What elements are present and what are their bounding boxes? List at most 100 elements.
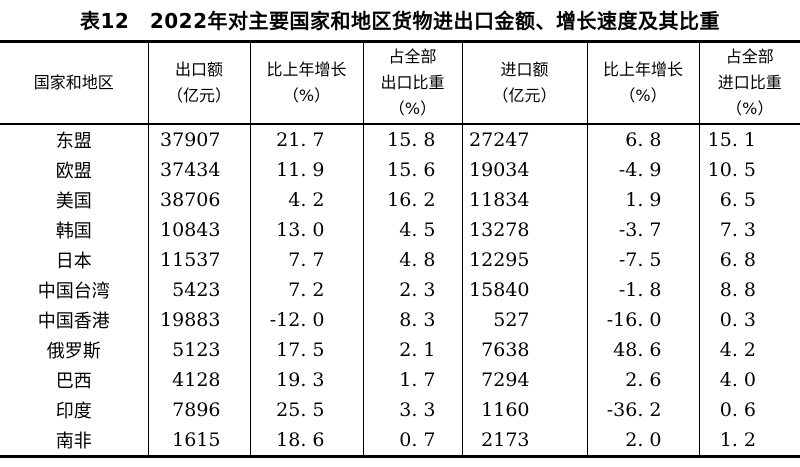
cell-import-growth: -16. 0 — [586, 305, 699, 335]
cell-import-growth: -1. 8 — [586, 275, 699, 305]
cell-region: 美国 — [55, 191, 92, 212]
cell-import-value: 19034 — [461, 155, 587, 185]
cell-region: 韩国 — [55, 221, 92, 242]
cell-import-growth: -4. 9 — [586, 155, 699, 185]
cell-export-value: 37907 — [147, 124, 250, 155]
cell-import-growth: -3. 7 — [586, 215, 699, 245]
table-row: 中国香港 19883 -12. 0 8. 3 527 -16. 0 0. 3 — [0, 305, 800, 335]
cell-export-value: 11537 — [147, 245, 250, 275]
table-row: 日本 11537 7. 7 4. 8 12295 -7. 5 6. 8 — [0, 245, 800, 275]
cell-export-value: 7896 — [147, 395, 250, 425]
table-row: 俄罗斯 5123 17. 5 2. 1 7638 48. 6 4. 2 — [0, 335, 800, 365]
cell-region: 中国香港 — [37, 311, 110, 332]
cell-export-value: 19883 — [147, 305, 250, 335]
cell-export-share: 15. 6 — [362, 155, 462, 185]
cell-export-share: 4. 5 — [362, 215, 462, 245]
cell-export-share: 2. 3 — [362, 275, 462, 305]
cell-import-share: 4. 0 — [698, 365, 800, 395]
cell-export-value: 4128 — [147, 365, 250, 395]
cell-region: 俄罗斯 — [46, 341, 101, 362]
cell-import-share: 15. 1 — [698, 124, 800, 155]
header-export-growth: 比上年增长 （%） — [249, 41, 363, 125]
cell-export-value: 38706 — [147, 185, 250, 215]
cell-export-growth: 13. 0 — [249, 215, 363, 245]
table-row: 欧盟 37434 11. 9 15. 6 19034 -4. 9 10. 5 — [0, 155, 800, 185]
table-row: 美国 38706 4. 2 16. 2 11834 1. 9 6. 5 — [0, 185, 800, 215]
cell-export-value: 5423 — [147, 275, 250, 305]
cell-region: 巴西 — [55, 371, 92, 392]
cell-import-growth: 48. 6 — [586, 335, 699, 365]
cell-export-share: 1. 7 — [362, 365, 462, 395]
cell-import-growth: 2. 6 — [586, 365, 699, 395]
cell-region: 中国台湾 — [37, 281, 110, 302]
cell-export-share: 4. 8 — [362, 245, 462, 275]
cell-import-growth: 2. 0 — [586, 425, 699, 457]
header-import-share: 占全部 进口比重 （%） — [698, 41, 800, 125]
table-row: 印度 7896 25. 5 3. 3 1160 -36. 2 0. 6 — [0, 395, 800, 425]
header-import-growth: 比上年增长 （%） — [586, 41, 699, 125]
table-row: 南非 1615 18. 6 0. 7 2173 2. 0 1. 2 — [0, 425, 800, 457]
table-title: 表12 2022年对主要国家和地区货物进出口金额、增长速度及其比重 — [80, 9, 720, 33]
cell-export-value: 37434 — [147, 155, 250, 185]
cell-import-growth: 1. 9 — [586, 185, 699, 215]
cell-region: 印度 — [55, 401, 92, 422]
cell-import-value: 27247 — [461, 124, 587, 155]
cell-export-growth: 11. 9 — [249, 155, 363, 185]
cell-export-growth: 19. 3 — [249, 365, 363, 395]
cell-export-value: 1615 — [147, 425, 250, 457]
cell-region: 东盟 — [55, 131, 92, 152]
cell-export-share: 3. 3 — [362, 395, 462, 425]
cell-export-value: 5123 — [147, 335, 250, 365]
cell-region: 南非 — [55, 431, 92, 452]
cell-import-value: 12295 — [461, 245, 587, 275]
cell-export-share: 0. 7 — [362, 425, 462, 457]
cell-export-share: 8. 3 — [362, 305, 462, 335]
cell-export-growth: 7. 7 — [249, 245, 363, 275]
header-row: 国家和地区 出口额 （亿元） 比上年增长 （%） 占全部 出口比重 （%） 进口… — [0, 41, 800, 125]
table-header: 国家和地区 出口额 （亿元） 比上年增长 （%） 占全部 出口比重 （%） 进口… — [0, 41, 800, 125]
cell-region: 欧盟 — [55, 161, 92, 182]
cell-import-value: 527 — [461, 305, 587, 335]
cell-export-share: 2. 1 — [362, 335, 462, 365]
cell-import-growth: 6. 8 — [586, 124, 699, 155]
cell-import-growth: -7. 5 — [586, 245, 699, 275]
cell-import-share: 1. 2 — [698, 425, 800, 457]
cell-export-growth: 25. 5 — [249, 395, 363, 425]
cell-export-growth: 17. 5 — [249, 335, 363, 365]
cell-import-share: 0. 3 — [698, 305, 800, 335]
cell-import-value: 2173 — [461, 425, 587, 457]
cell-import-share: 6. 8 — [698, 245, 800, 275]
header-region: 国家和地区 — [0, 41, 148, 125]
cell-import-value: 13278 — [461, 215, 587, 245]
cell-import-share: 7. 3 — [698, 215, 800, 245]
cell-export-share: 15. 8 — [362, 124, 462, 155]
cell-export-growth: 18. 6 — [249, 425, 363, 457]
header-export-share: 占全部 出口比重 （%） — [362, 41, 462, 125]
cell-import-value: 7294 — [461, 365, 587, 395]
cell-import-share: 10. 5 — [698, 155, 800, 185]
table-row: 东盟 37907 21. 7 15. 8 27247 6. 8 15. 1 — [0, 124, 800, 155]
table-row: 巴西 4128 19. 3 1. 7 7294 2. 6 4. 0 — [0, 365, 800, 395]
table-row: 中国台湾 5423 7. 2 2. 3 15840 -1. 8 8. 8 — [0, 275, 800, 305]
trade-table: 国家和地区 出口额 （亿元） 比上年增长 （%） 占全部 出口比重 （%） 进口… — [0, 40, 800, 458]
cell-export-growth: 7. 2 — [249, 275, 363, 305]
header-import-value: 进口额 （亿元） — [461, 41, 587, 125]
cell-export-value: 10843 — [147, 215, 250, 245]
cell-import-share: 8. 8 — [698, 275, 800, 305]
cell-import-value: 15840 — [461, 275, 587, 305]
cell-export-growth: -12. 0 — [249, 305, 363, 335]
cell-region: 日本 — [55, 251, 92, 272]
cell-import-value: 11834 — [461, 185, 587, 215]
table-body: 东盟 37907 21. 7 15. 8 27247 6. 8 15. 1 欧盟… — [0, 124, 800, 457]
table-row: 韩国 10843 13. 0 4. 5 13278 -3. 7 7. 3 — [0, 215, 800, 245]
cell-export-growth: 4. 2 — [249, 185, 363, 215]
cell-export-growth: 21. 7 — [249, 124, 363, 155]
cell-import-growth: -36. 2 — [586, 395, 699, 425]
cell-import-value: 1160 — [461, 395, 587, 425]
cell-import-share: 4. 2 — [698, 335, 800, 365]
header-export-value: 出口额 （亿元） — [147, 41, 250, 125]
cell-import-share: 6. 5 — [698, 185, 800, 215]
cell-import-value: 7638 — [461, 335, 587, 365]
cell-import-share: 0. 6 — [698, 395, 800, 425]
